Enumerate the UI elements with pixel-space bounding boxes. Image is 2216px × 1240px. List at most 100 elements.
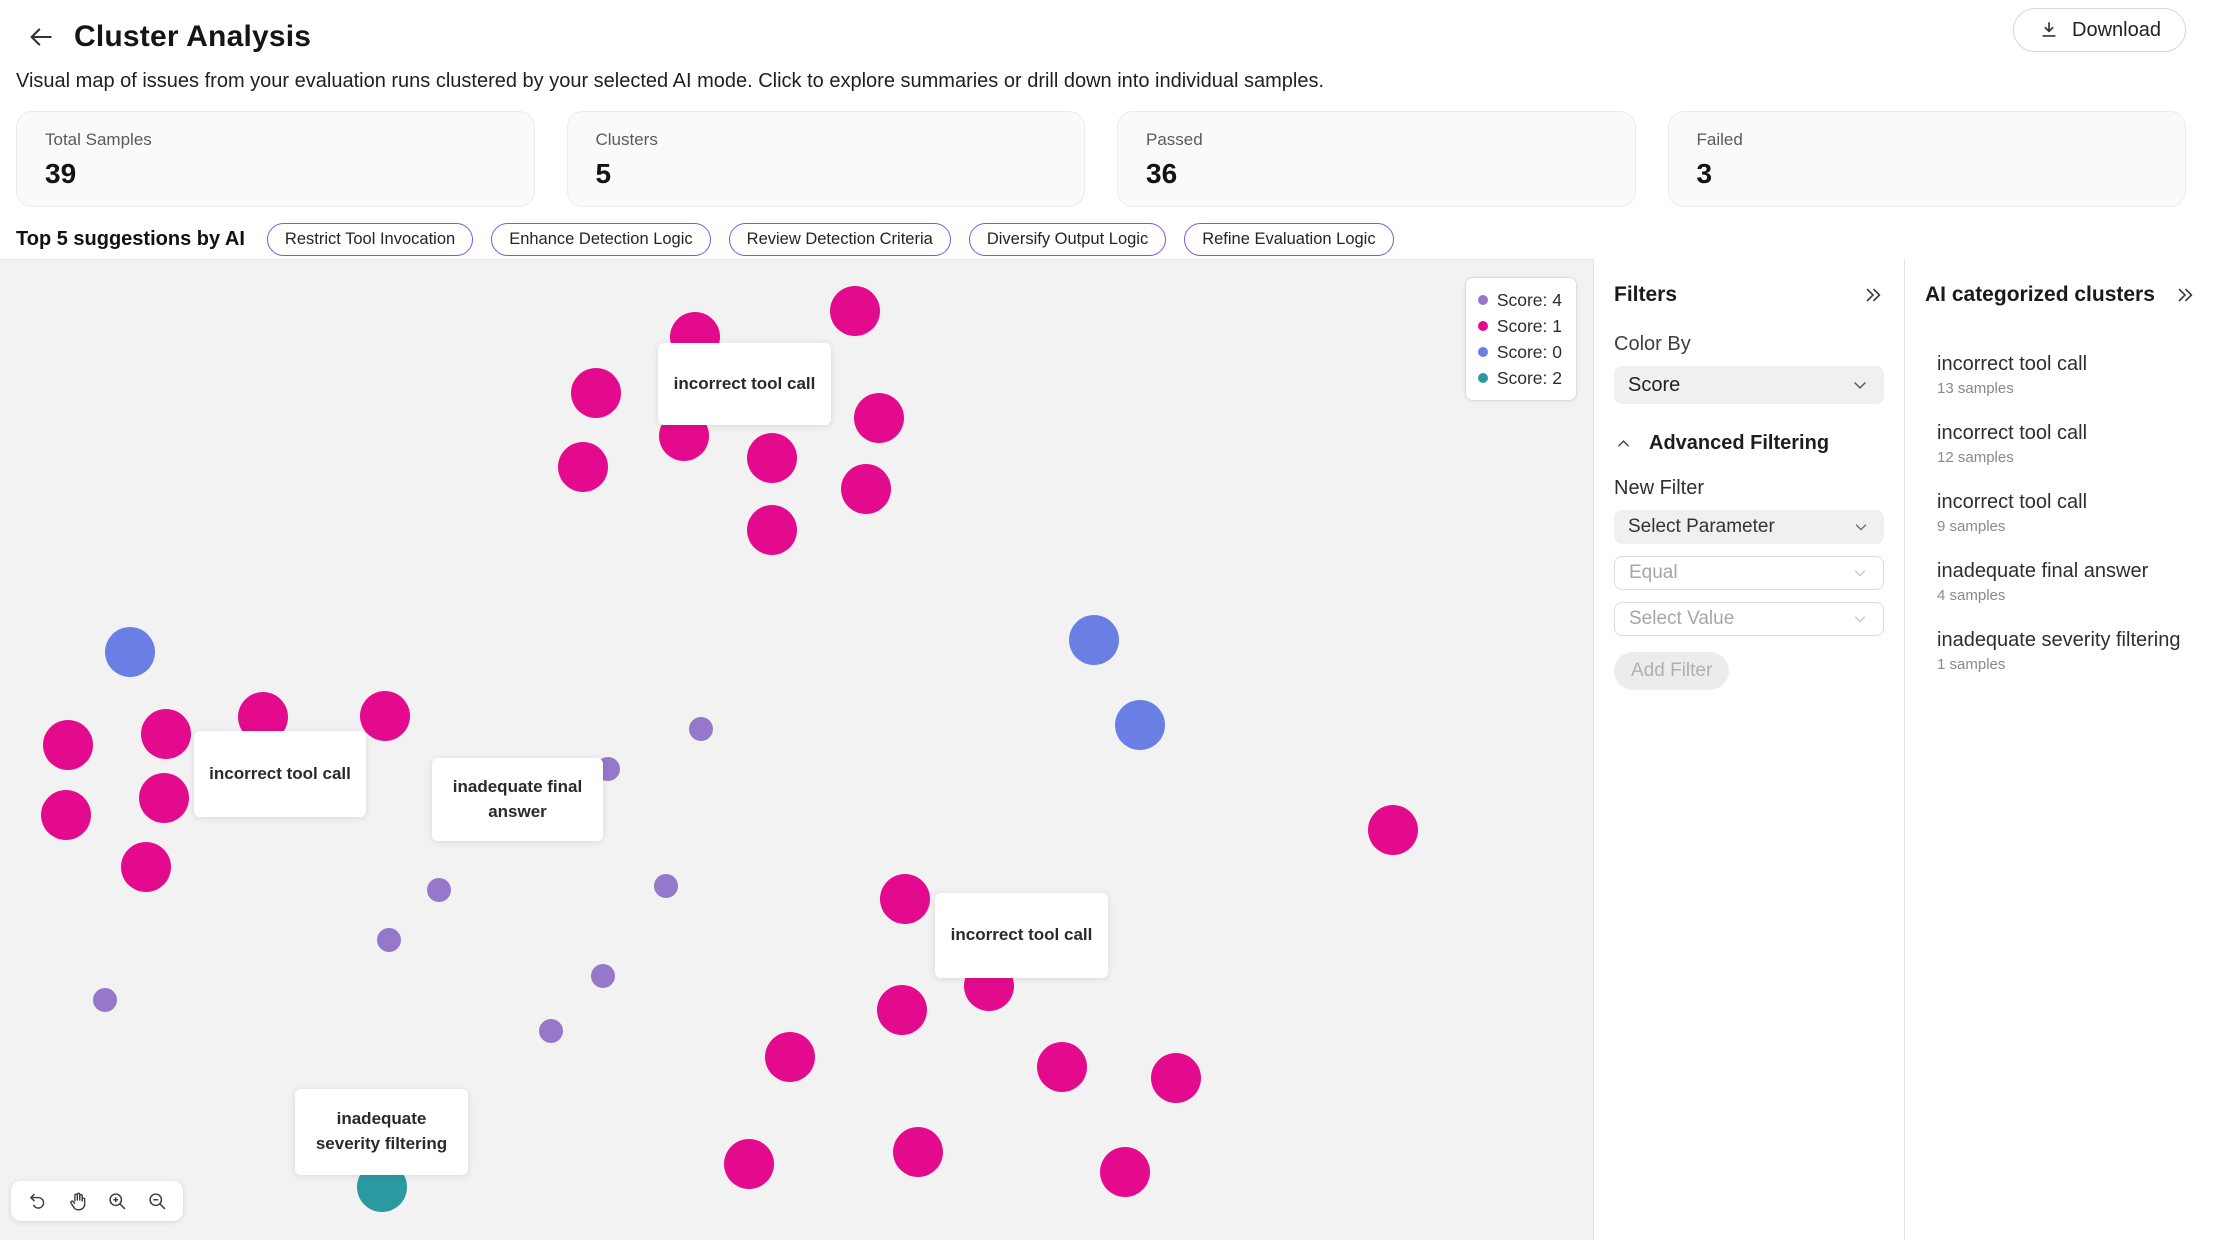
- page-subtitle: Visual map of issues from your evaluatio…: [16, 70, 1325, 92]
- ai-clusters-title: AI categorized clusters: [1925, 283, 2155, 306]
- cluster-list-item[interactable]: incorrect tool call 12 samples: [1937, 422, 2196, 466]
- stat-card-failed: Failed 3: [1667, 111, 2186, 207]
- chevron-up-icon: [1617, 440, 1630, 447]
- sample-dot[interactable]: [747, 433, 797, 483]
- ai-clusters-panel: AI categorized clusters incorrect tool c…: [1904, 259, 2216, 1240]
- download-icon: [2042, 22, 2056, 37]
- cluster-scatter-plot[interactable]: Score: 4 Score: 1 Score: 0 Score: 2: [0, 259, 1593, 1240]
- download-button[interactable]: Download: [2013, 8, 2186, 52]
- sample-dot[interactable]: [747, 505, 797, 555]
- sample-dot[interactable]: [877, 985, 927, 1035]
- sample-dot[interactable]: [43, 720, 93, 770]
- cluster-sample-count: 9 samples: [1937, 518, 2006, 535]
- suggestion-pill[interactable]: Diversify Output Logic: [968, 223, 1167, 256]
- sample-dot[interactable]: [41, 790, 91, 840]
- cluster-list-item[interactable]: inadequate final answer 4 samples: [1937, 560, 2196, 604]
- suggestions-label: Top 5 suggestions by AI: [16, 228, 245, 250]
- scatter-toolbar: [11, 1181, 183, 1221]
- sample-dot[interactable]: [591, 964, 615, 988]
- filters-title: Filters: [1614, 283, 1678, 306]
- stats-row: Total Samples 39 Clusters 5 Passed 36 Fa…: [16, 111, 2186, 207]
- sample-dot[interactable]: [893, 1127, 943, 1177]
- cluster-label[interactable]: incorrect tool call: [658, 343, 831, 425]
- cluster-label[interactable]: incorrect tool call: [194, 731, 366, 817]
- collapse-filters-button[interactable]: [1862, 284, 1884, 306]
- color-by-select[interactable]: Score: [1614, 366, 1884, 404]
- sample-dot[interactable]: [558, 442, 608, 492]
- cluster-sample-count: 12 samples: [1937, 449, 2014, 466]
- advanced-filtering-toggle[interactable]: Advanced Filtering: [1614, 432, 1884, 455]
- operator-value: Equal: [1629, 562, 1678, 583]
- zoom-in-icon: [108, 1192, 125, 1209]
- filters-panel: Filters Color By Score Advanced Filterin…: [1593, 259, 1904, 1240]
- legend-row: Score: 4: [1477, 287, 1562, 313]
- legend-label: Score: 4: [1496, 289, 1562, 310]
- stat-card-passed: Passed 36: [1117, 111, 1636, 207]
- suggestion-pill[interactable]: Enhance Detection Logic: [491, 223, 711, 256]
- cluster-list-item[interactable]: incorrect tool call 13 samples: [1937, 353, 2196, 397]
- sample-dot[interactable]: [427, 878, 451, 902]
- chevrons-right-icon: [1866, 288, 1881, 302]
- legend-label: Score: 2: [1496, 367, 1562, 388]
- sample-dot[interactable]: [139, 773, 189, 823]
- sample-dot[interactable]: [1151, 1053, 1201, 1103]
- sample-dot[interactable]: [1368, 805, 1418, 855]
- cluster-list-item[interactable]: inadequate severity filtering 1 samples: [1937, 629, 2196, 673]
- add-filter-button[interactable]: Add Filter: [1614, 652, 1730, 690]
- suggestion-pill[interactable]: Restrict Tool Invocation: [266, 223, 474, 256]
- select-parameter-dropdown[interactable]: Select Parameter: [1614, 510, 1884, 544]
- sample-dot[interactable]: [539, 1019, 563, 1043]
- stat-card-total-samples: Total Samples 39: [16, 111, 535, 207]
- cluster-name: incorrect tool call: [1937, 422, 2088, 444]
- chevrons-right-icon: [2178, 288, 2193, 302]
- cluster-list-item[interactable]: incorrect tool call 9 samples: [1937, 491, 2196, 535]
- cluster-label[interactable]: incorrect tool call: [935, 893, 1108, 978]
- sample-dot[interactable]: [1100, 1147, 1150, 1197]
- undo-icon: [29, 1193, 44, 1209]
- back-button[interactable]: [26, 22, 56, 52]
- stat-value: 3: [1696, 158, 1713, 189]
- reset-view-button[interactable]: [26, 1190, 48, 1212]
- cluster-label[interactable]: inadequate severity filtering: [295, 1089, 468, 1175]
- back-arrow-icon: [30, 28, 52, 46]
- sample-dot[interactable]: [689, 717, 713, 741]
- stat-label: Total Samples: [45, 130, 152, 149]
- sample-dot[interactable]: [765, 1032, 815, 1082]
- sample-dot[interactable]: [571, 368, 621, 418]
- legend-color-dot: [1477, 373, 1488, 383]
- stat-value: 36: [1146, 158, 1178, 189]
- cluster-list: incorrect tool call 13 samples incorrect…: [1925, 353, 2196, 673]
- sample-dot[interactable]: [121, 842, 171, 892]
- sample-dot[interactable]: [360, 691, 410, 741]
- zoom-in-button[interactable]: [106, 1190, 128, 1212]
- zoom-out-button[interactable]: [146, 1190, 168, 1212]
- suggestion-pill[interactable]: Review Detection Criteria: [728, 223, 951, 256]
- score-legend: Score: 4 Score: 1 Score: 0 Score: 2: [1464, 277, 1577, 401]
- collapse-clusters-button[interactable]: [2174, 284, 2196, 306]
- stat-value: 39: [45, 158, 77, 189]
- stat-label: Passed: [1146, 130, 1203, 149]
- color-by-value: Score: [1628, 373, 1681, 396]
- sample-dot[interactable]: [105, 627, 155, 677]
- sample-dot[interactable]: [854, 393, 904, 443]
- stat-label: Clusters: [595, 130, 658, 149]
- operator-dropdown[interactable]: Equal: [1614, 556, 1884, 590]
- sample-dot[interactable]: [724, 1139, 774, 1189]
- hand-icon: [69, 1192, 85, 1211]
- sample-dot[interactable]: [93, 988, 117, 1012]
- stat-card-clusters: Clusters 5: [566, 111, 1085, 207]
- sample-dot[interactable]: [1037, 1042, 1087, 1092]
- sample-dot[interactable]: [377, 928, 401, 952]
- sample-dot[interactable]: [141, 709, 191, 759]
- cluster-label[interactable]: inadequate final answer: [432, 758, 603, 841]
- sample-dot[interactable]: [841, 464, 891, 514]
- sample-dot[interactable]: [654, 874, 678, 898]
- sample-dot[interactable]: [830, 286, 880, 336]
- sample-dot[interactable]: [1069, 615, 1119, 665]
- suggestion-pill[interactable]: Refine Evaluation Logic: [1184, 223, 1394, 256]
- select-value-dropdown[interactable]: Select Value: [1614, 602, 1884, 636]
- sample-dot[interactable]: [1115, 700, 1165, 750]
- sample-dot[interactable]: [880, 874, 930, 924]
- pan-button[interactable]: [66, 1190, 88, 1212]
- legend-label: Score: 1: [1496, 315, 1562, 336]
